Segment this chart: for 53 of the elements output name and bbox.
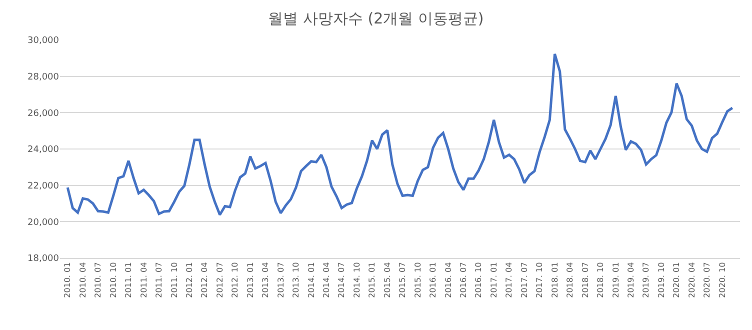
x-tick-label: 2010. 07 — [94, 262, 103, 298]
x-tick-label: 2016. 07 — [459, 262, 468, 298]
x-tick-label: 2018. 07 — [580, 262, 590, 298]
x-tick-label: 2012. 04 — [200, 262, 210, 298]
x-tick-label: 2011. 04 — [139, 262, 148, 298]
x-tick-label: 2013. 01 — [246, 262, 255, 298]
x-tick-label: 2019. 10 — [656, 262, 666, 298]
x-tick-label: 2011. 07 — [154, 262, 164, 298]
x-tick-label: 2010. 04 — [78, 262, 88, 298]
x-tick-label: 2018. 10 — [596, 262, 606, 298]
y-tick-label: 22,000 — [28, 181, 60, 192]
x-tick-label: 2013. 07 — [276, 262, 286, 298]
x-tick-label: 2015. 10 — [413, 262, 422, 298]
x-tick-label: 2019. 04 — [626, 262, 636, 298]
x-tick-label: 2020. 10 — [718, 262, 727, 298]
x-tick-label: 2016. 04 — [444, 262, 453, 298]
x-tick-label: 2017. 04 — [504, 262, 514, 298]
x-tick-label: 2020. 04 — [687, 262, 696, 298]
x-tick-label: 2016. 01 — [428, 262, 438, 298]
y-tick-label: 24,000 — [28, 145, 60, 156]
y-tick-label: 30,000 — [28, 36, 60, 46]
x-tick-label: 2016. 10 — [474, 262, 484, 298]
x-tick-label: 2014. 07 — [337, 262, 346, 298]
chart-title: 월별 사망자수 (2개월 이동평균) — [268, 10, 484, 28]
x-tick-label: 2019. 07 — [642, 262, 651, 298]
x-tick-label: 2010. 10 — [108, 262, 118, 298]
x-tick-label: 2018. 01 — [550, 262, 560, 298]
x-tick-label: 2017. 01 — [489, 262, 498, 298]
x-tick-label: 2014. 04 — [322, 262, 332, 298]
x-tick-label: 2015. 01 — [368, 262, 377, 298]
x-tick-label: 2018. 04 — [566, 262, 575, 298]
x-tick-label: 2015. 04 — [382, 262, 392, 298]
x-tick-label: 2013. 04 — [261, 262, 270, 298]
y-tick-label: 18,000 — [28, 254, 60, 264]
x-tick-label: 2019. 01 — [611, 262, 620, 298]
x-tick-label: 2017. 07 — [520, 262, 529, 298]
x-tick-label: 2012. 07 — [215, 262, 224, 298]
x-tick-label: 2014. 10 — [352, 262, 362, 298]
x-tick-label: 2010. 01 — [63, 262, 72, 298]
x-tick-label: 2011. 10 — [170, 262, 179, 298]
x-tick-label: 2013. 10 — [292, 262, 301, 298]
line-series — [66, 52, 734, 216]
x-tick-label: 2014. 01 — [306, 262, 316, 298]
x-tick-label: 2012. 01 — [185, 262, 194, 298]
x-tick-label: 2015. 07 — [398, 262, 408, 298]
y-tick-label: 26,000 — [28, 108, 60, 119]
x-tick-label: 2020. 07 — [702, 262, 712, 298]
x-tick-label: 2017. 10 — [535, 262, 544, 298]
x-tick-label: 2020. 01 — [672, 262, 682, 298]
x-tick-label: 2012. 10 — [230, 262, 240, 298]
y-tick-label: 20,000 — [28, 218, 60, 228]
x-tick-label: 2011. 01 — [124, 262, 134, 298]
y-tick-label: 28,000 — [28, 72, 60, 82]
